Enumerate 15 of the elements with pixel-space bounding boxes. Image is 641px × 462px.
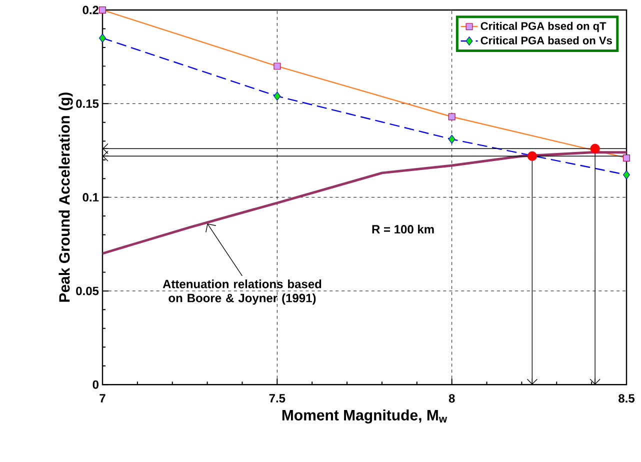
y-tick-label: 0 xyxy=(92,380,98,389)
legend-label: Critical PGA based on Vs xyxy=(480,36,612,44)
y-axis-title: Peak Ground Acceleration (g) xyxy=(58,92,73,302)
y-tick-label: 0.05 xyxy=(76,286,99,296)
x-tick-label: 7 xyxy=(100,394,106,402)
x-tick-label: 8.5 xyxy=(618,394,635,403)
y-tick-label: 0.2 xyxy=(82,6,98,14)
x-tick-label: 8 xyxy=(448,394,455,403)
annotation: Attenuation relations based on Boore & Joyner (1991) xyxy=(162,279,322,305)
y-tick-label: 0.15 xyxy=(76,99,99,108)
y-tick-label: 0.1 xyxy=(82,193,99,202)
legend-label: Critical PGA bsed on qT xyxy=(480,22,606,32)
x-axis-title: Moment Magnitude, M$_{w}$ xyxy=(282,409,448,424)
x-tick-label: 7.5 xyxy=(269,394,286,402)
annotation: R = 100 km xyxy=(372,224,434,234)
